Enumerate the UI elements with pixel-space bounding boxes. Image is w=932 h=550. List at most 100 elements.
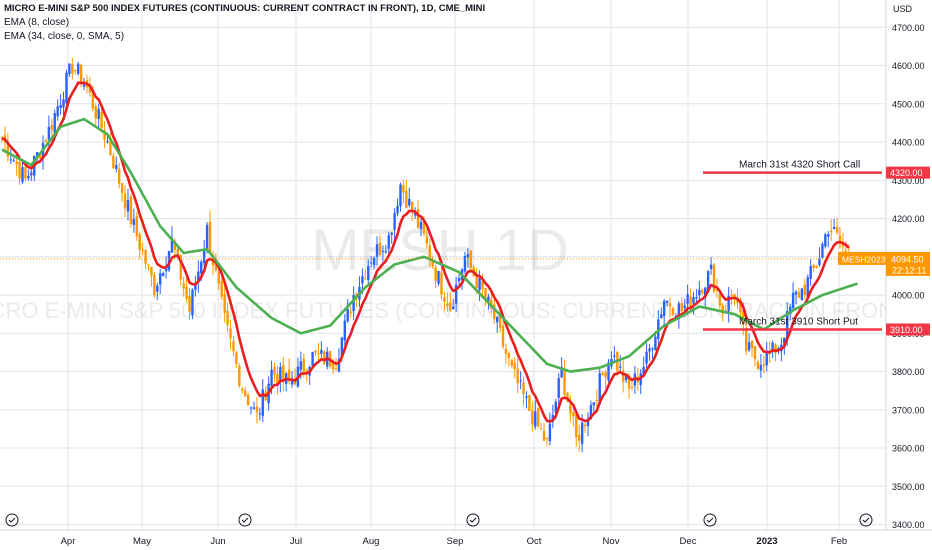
candle (745, 318, 748, 356)
candle (662, 298, 666, 326)
candle-body (261, 389, 264, 416)
candle-body (399, 184, 402, 207)
candle (226, 303, 229, 332)
time-tick-label: Dec (680, 536, 697, 547)
candle (660, 307, 663, 319)
candle (229, 319, 232, 350)
candle-body (534, 411, 537, 427)
candle (232, 335, 235, 357)
candle-body (651, 348, 654, 350)
candle-body (701, 289, 704, 294)
candle (484, 288, 487, 306)
price-tick-label: 4300.00 (892, 176, 925, 186)
candle-body (721, 304, 724, 314)
candle-body (182, 283, 185, 289)
candle (701, 288, 704, 295)
candle (185, 276, 188, 303)
candle-body (545, 437, 549, 439)
candle (261, 379, 264, 422)
candle (578, 424, 581, 452)
currency-label[interactable]: USD (892, 4, 912, 14)
candle (285, 372, 288, 392)
candle-body (47, 126, 51, 140)
candle-body (624, 375, 628, 381)
candle (750, 340, 754, 358)
candle (311, 351, 314, 368)
dividend-marker-icon[interactable] (466, 513, 480, 527)
candle-body (53, 113, 56, 134)
candle-body (220, 281, 223, 297)
candle (258, 407, 262, 421)
option-levels[interactable]: March 31st 4320 Short Call March 31st 391… (703, 160, 882, 331)
price-axis[interactable]: 4700.00 4600.00 4500.00 4400.00 4300.00 4200.… (838, 0, 932, 550)
candle-body (627, 375, 631, 389)
event-markers[interactable] (5, 513, 873, 527)
candle-body (38, 155, 42, 159)
candle (115, 156, 118, 173)
candle (630, 379, 634, 391)
candle-body (340, 337, 344, 357)
candle-body (279, 366, 282, 383)
candle (469, 250, 472, 273)
candle-body (504, 348, 508, 354)
candle-body (791, 292, 795, 309)
candle (9, 149, 12, 164)
candle-body (495, 317, 499, 323)
candle-body (715, 289, 719, 291)
candle-body (753, 346, 757, 360)
candle-body (217, 271, 221, 284)
candle (680, 297, 683, 314)
level-tag-text: 3910.00 (890, 325, 923, 335)
candle-body (563, 370, 566, 395)
candle (791, 282, 795, 311)
candle (668, 297, 672, 318)
candle-body (405, 190, 408, 208)
candle-body (759, 365, 763, 371)
candle-body (572, 412, 575, 417)
price-tick-label: 4000.00 (892, 291, 925, 301)
watermark-symbol: MESH 1D (311, 218, 569, 283)
time-axis[interactable]: Apr May Jun Jul Aug Sep Oct Nov Dec 2023 Feb (0, 529, 932, 550)
ema-fast-legend[interactable]: EMA (8, close) (4, 17, 70, 28)
candle-body (241, 388, 244, 391)
dividend-marker-icon[interactable] (703, 513, 717, 527)
level-tag-bg (886, 323, 930, 336)
candle-body (282, 365, 285, 381)
candle-body (202, 248, 206, 264)
ema-slow-legend[interactable]: EMA (34, close, 0, SMA, 5) (4, 31, 125, 42)
candle-body (381, 251, 385, 253)
candle-body (452, 306, 455, 310)
candle-body (24, 167, 27, 179)
candle (832, 219, 836, 230)
candle (794, 289, 798, 305)
candle (756, 359, 760, 371)
candle (6, 132, 10, 162)
current-price-tag (886, 251, 930, 276)
candle-body (167, 250, 171, 271)
candle (709, 257, 713, 275)
candle-body (393, 212, 396, 230)
candle (138, 232, 141, 260)
symbol-title[interactable]: MICRO E-MINI S&P 500 INDEX FUTURES (CONT… (4, 3, 486, 14)
candle (276, 365, 279, 395)
candle (405, 180, 408, 209)
candle (24, 163, 27, 182)
candle-body (390, 232, 393, 235)
candle (317, 342, 320, 361)
price-tick-label: 4700.00 (892, 23, 925, 33)
ema-8-line (1, 81, 850, 423)
dividend-marker-icon[interactable] (5, 513, 19, 527)
dividend-marker-icon[interactable] (238, 513, 252, 527)
candle (156, 282, 159, 300)
candle-body (334, 368, 338, 370)
candle-body (106, 141, 109, 143)
candle-body (827, 234, 830, 237)
candle-body (469, 250, 472, 268)
candle-body (437, 270, 440, 284)
candle (809, 258, 812, 286)
dividend-marker-icon[interactable] (859, 513, 873, 527)
candle-body (97, 108, 100, 119)
candle (712, 263, 716, 294)
time-tick-label: Jul (290, 536, 302, 547)
